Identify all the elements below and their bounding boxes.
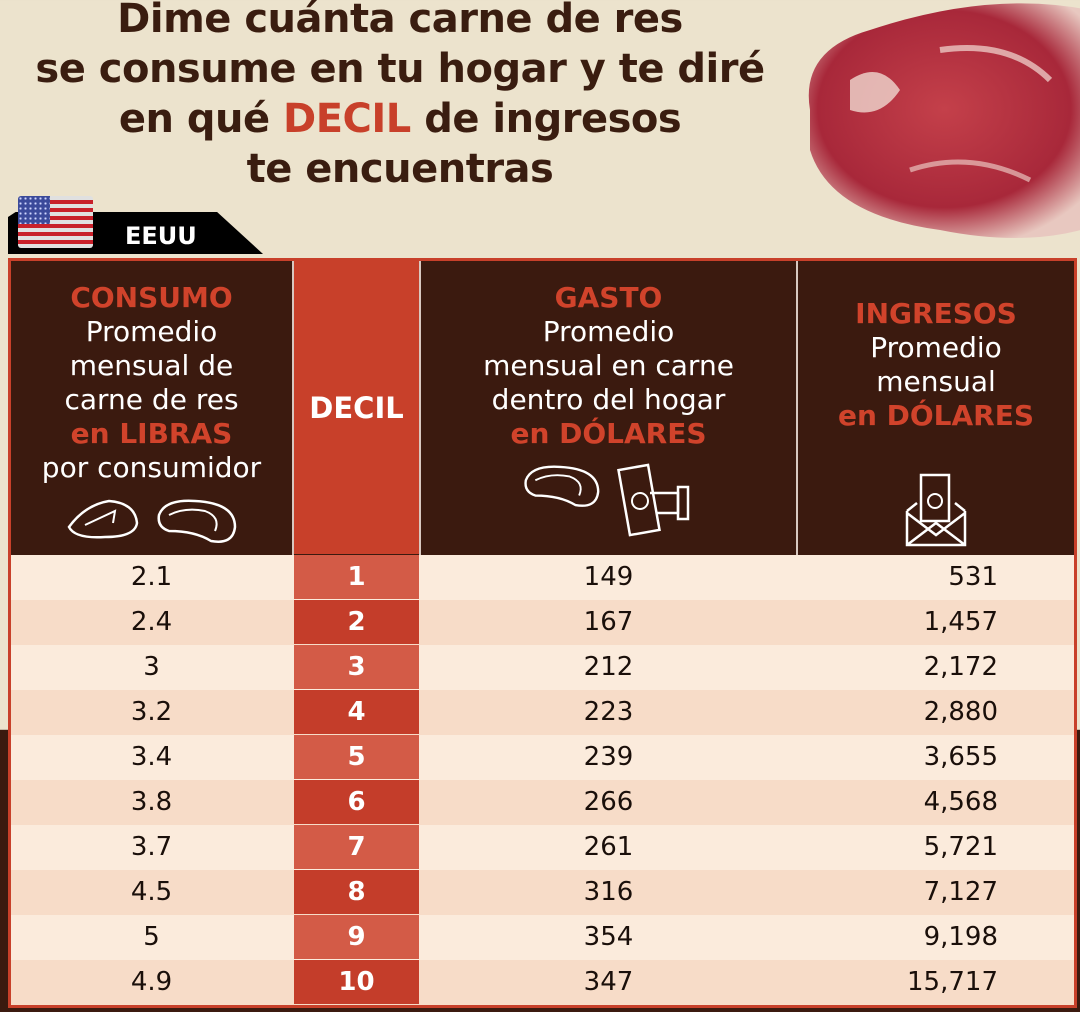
cell-consumo: 3.7: [130, 832, 173, 862]
cell-ingresos: 1,457: [923, 607, 998, 637]
cell-consumo: 5: [143, 922, 160, 952]
header-consumo: CONSUMO Promedio mensual de carne de res…: [11, 261, 292, 554]
cell-gasto: 354: [583, 922, 634, 952]
cell-decil: 8: [294, 870, 419, 914]
cell-ingresos: 2,880: [923, 697, 998, 727]
table-row: 3 3 212 2,172: [11, 645, 1074, 690]
cell-consumo: 2.1: [130, 562, 173, 592]
cell-ingresos: 3,655: [923, 742, 998, 772]
country-label: EEUU: [125, 222, 197, 250]
cell-consumo: 4.5: [130, 877, 173, 907]
ribeye-steak-icon: [523, 465, 599, 507]
header-ingresos: INGRESOS Promedio mensual en DÓLARES: [798, 261, 1074, 554]
cell-gasto: 266: [583, 787, 634, 817]
cell-decil: 3: [294, 645, 419, 689]
cell-ingresos: 9,198: [923, 922, 998, 952]
cell-consumo: 3.4: [130, 742, 173, 772]
cell-gasto: 261: [583, 832, 634, 862]
cell-ingresos: 7,127: [923, 877, 998, 907]
cell-gasto: 239: [583, 742, 634, 772]
cell-gasto: 149: [583, 562, 634, 592]
t-bone-steak-icon: [67, 499, 138, 539]
us-flag-icon: [18, 196, 93, 248]
money-envelope-icon: [905, 473, 967, 547]
cell-ingresos: 2,172: [923, 652, 998, 682]
cell-ingresos: 15,717: [907, 967, 998, 997]
table-row: 3.2 4 223 2,880: [11, 690, 1074, 735]
table-row: 4.5 8 316 7,127: [11, 870, 1074, 915]
cell-gasto: 167: [583, 607, 634, 637]
table-row: 4.9 10 347 15,717: [11, 960, 1074, 1005]
table-row: 2.4 2 167 1,457: [11, 600, 1074, 645]
table-row: 5 9 354 9,198: [11, 915, 1074, 960]
cell-decil: 9: [294, 915, 419, 959]
cell-decil: 10: [294, 960, 419, 1004]
cell-decil: 4: [294, 690, 419, 734]
cell-decil: 6: [294, 780, 419, 824]
cell-decil: 5: [294, 735, 419, 779]
cell-gasto: 223: [583, 697, 634, 727]
cell-decil: 7: [294, 825, 419, 869]
cell-consumo: 4.9: [130, 967, 173, 997]
cell-consumo: 3.2: [130, 697, 173, 727]
ribeye-steak-icon: [156, 499, 236, 543]
cell-consumo: 3: [143, 652, 160, 682]
table-row: 2.1 1 149 531: [11, 555, 1074, 600]
cell-decil: 2: [294, 600, 419, 644]
page-title: Dime cuánta carne de res se consume en t…: [35, 0, 765, 192]
cell-gasto: 212: [583, 652, 634, 682]
table-row: 3.7 7 261 5,721: [11, 825, 1074, 870]
cell-ingresos: 531: [948, 562, 998, 592]
cell-consumo: 2.4: [130, 607, 173, 637]
beef-steak-image: [808, 3, 1080, 238]
cell-gasto: 316: [583, 877, 634, 907]
table-row: 3.8 6 266 4,568: [11, 780, 1074, 825]
cell-ingresos: 4,568: [923, 787, 998, 817]
decile-table: CONSUMO Promedio mensual de carne de res…: [8, 258, 1077, 1008]
cell-ingresos: 5,721: [923, 832, 998, 862]
header-gasto: GASTO Promedio mensual en carne dentro d…: [421, 261, 796, 554]
hand-paying-money-icon: [616, 463, 689, 537]
cell-consumo: 3.8: [130, 787, 173, 817]
cell-decil: 1: [294, 555, 419, 599]
table-row: 3.4 5 239 3,655: [11, 735, 1074, 780]
cell-gasto: 347: [583, 967, 634, 997]
header-decil: DECIL: [294, 261, 419, 554]
